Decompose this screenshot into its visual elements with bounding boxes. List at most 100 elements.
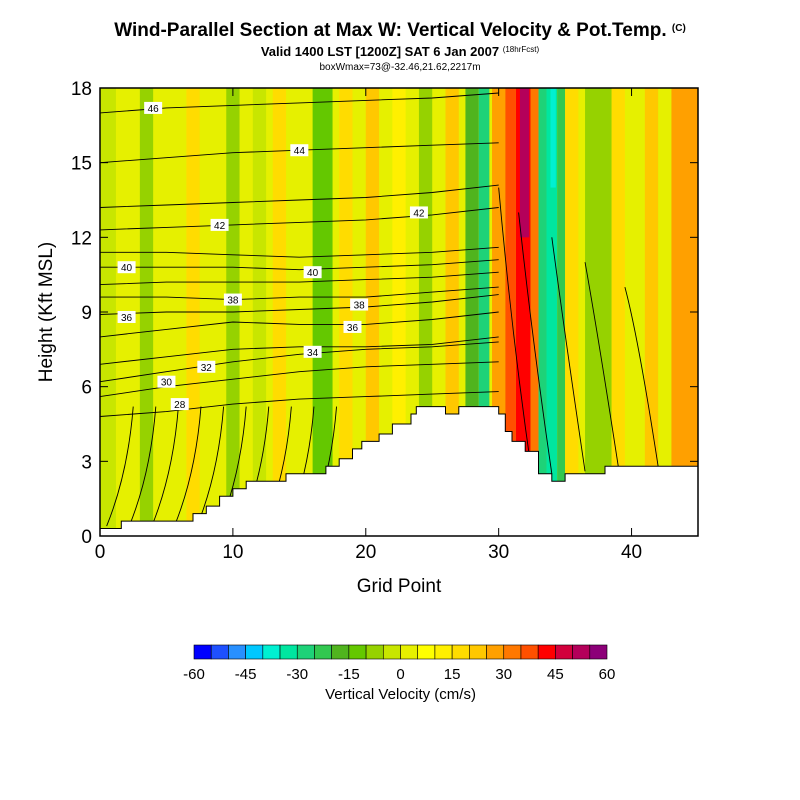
x-tick-label: 30 [488, 542, 509, 563]
field-band [365, 88, 380, 536]
terrain [99, 406, 699, 537]
chart-title: Wind-Parallel Section at Max W: Vertical… [114, 20, 686, 41]
colorbar-label: Vertical Velocity (cm/s) [325, 686, 476, 703]
contour-label-bg [197, 360, 216, 373]
colorbar-swatch [520, 644, 539, 660]
colorbar-swatch [210, 644, 229, 660]
field-band [139, 88, 154, 536]
colorbar-swatch [572, 644, 591, 660]
y-tick-label: 9 [81, 303, 92, 324]
y-tick-label: 15 [71, 154, 92, 175]
theta-contour [99, 391, 499, 417]
theta-contour [99, 341, 499, 383]
field-band [505, 88, 516, 536]
field-band [339, 88, 353, 536]
x-tick-label: 0 [95, 542, 106, 563]
colorbar-swatch [451, 644, 470, 660]
colorbar-swatch [589, 644, 608, 660]
y-tick-label: 12 [71, 228, 92, 249]
chart-subtitle: Valid 1400 LST [1200Z] SAT 6 Jan 2007 (1… [260, 44, 540, 59]
theta-contour [151, 406, 179, 527]
field-core-min [550, 88, 556, 188]
colorbar-tick-label: -15 [338, 666, 360, 683]
contour-label: 32 [201, 363, 213, 374]
colorbar-swatch [314, 644, 332, 660]
field-band [557, 88, 566, 536]
field-band [312, 88, 333, 536]
theta-contour [99, 207, 499, 231]
y-axis-label: Height (Kft MSL) [36, 242, 57, 382]
x-tick-label: 10 [222, 542, 243, 563]
contour-label: 34 [307, 348, 319, 359]
colorbar-swatch [296, 644, 315, 660]
chart-box-info: boxWmax=73@-32.46,21.62,2217m [319, 62, 481, 73]
colorbar-tick-label: 15 [444, 666, 461, 683]
colorbar-swatch [434, 644, 453, 660]
colorbar-swatch [193, 644, 212, 660]
colorbar-tick-label: -45 [235, 666, 257, 683]
contour-label-bg [223, 293, 242, 306]
y-tick-label: 6 [81, 378, 92, 399]
theta-contour [624, 286, 659, 467]
colorbar-tick-label: -30 [286, 666, 308, 683]
y-tick-label: 3 [81, 452, 92, 473]
theta-contour [99, 271, 499, 286]
contour-label: 42 [214, 221, 226, 232]
contour-label: 46 [148, 104, 160, 115]
colorbar-tick-label: 60 [599, 666, 616, 683]
colorbar-swatch [400, 644, 419, 660]
contour-label-bg [157, 375, 176, 388]
colorbar-swatch [331, 644, 350, 660]
field-core-max [519, 88, 530, 238]
colorbar-swatch [382, 644, 401, 660]
colorbar-swatch [469, 644, 487, 660]
colorbar-tick-label: 0 [396, 666, 404, 683]
theta-contour [498, 187, 533, 474]
contour-label-bg [343, 320, 362, 333]
colorbar-swatch [503, 644, 522, 660]
contour-label: 36 [347, 323, 359, 334]
x-tick-label: 40 [621, 542, 642, 563]
contour-label: 30 [161, 378, 173, 389]
contour-label: 40 [121, 263, 133, 274]
field-band [478, 88, 490, 536]
y-tick-label: 0 [81, 527, 92, 548]
y-tick-label: 18 [71, 79, 92, 100]
field-band [565, 88, 579, 536]
contour-label: 28 [174, 400, 186, 411]
contour-label-bg [144, 101, 163, 114]
theta-contour [584, 262, 619, 467]
theta-contour [99, 184, 499, 208]
field-band [611, 88, 625, 536]
colorbar-swatch [486, 644, 505, 660]
contour-label-bg [409, 206, 428, 219]
colorbar: -60 -45 -30 -15 0 15 30 45 60 Vertical Velocity (… [183, 644, 616, 703]
colorbar-tick-label: -60 [183, 666, 205, 683]
theta-contour [128, 406, 157, 527]
theta-contour [106, 406, 134, 527]
colorbar-swatch [555, 644, 573, 660]
theta-contour [99, 294, 499, 315]
theta-contour [100, 259, 499, 271]
contour-label-bg [117, 261, 136, 274]
field-band [644, 88, 659, 536]
colorbar-swatch [262, 644, 281, 660]
colorbar-swatch [365, 644, 384, 660]
field-band [252, 88, 267, 536]
theta-contour [100, 286, 499, 301]
theta-contour [551, 237, 586, 472]
theta-contour [99, 311, 499, 338]
contour-label: 38 [227, 296, 239, 307]
field-band [272, 88, 287, 536]
contour-label: 42 [413, 208, 425, 219]
colorbar-swatch [537, 644, 556, 660]
field-band [538, 88, 547, 536]
contour-label-bg [117, 310, 136, 323]
field-band [546, 88, 558, 536]
contour-label: 44 [294, 146, 306, 157]
colorbar-tick-label: 30 [495, 666, 512, 683]
colorbar-swatch [417, 644, 436, 660]
theta-contour [174, 406, 202, 527]
